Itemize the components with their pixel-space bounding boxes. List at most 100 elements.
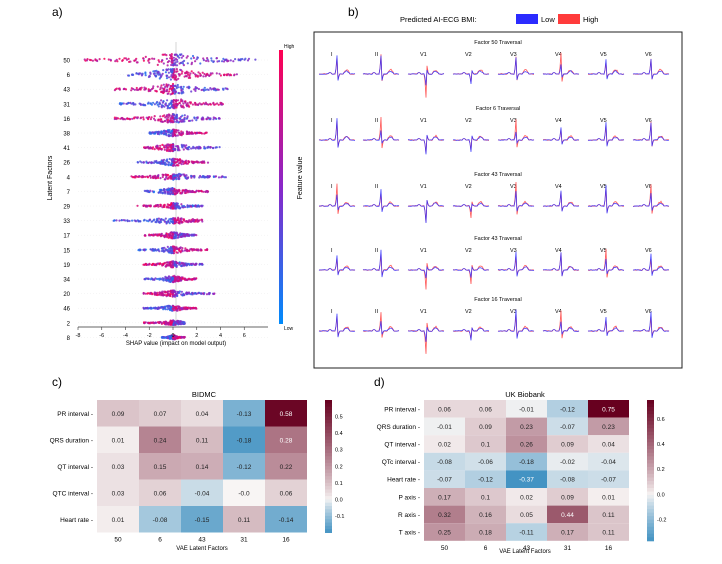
shap-point: [177, 178, 181, 181]
shap-point: [163, 220, 166, 223]
shap-point: [154, 220, 157, 224]
shap-point: [161, 277, 164, 280]
shap-point: [171, 204, 175, 207]
shap-point: [164, 119, 167, 122]
shap-point: [132, 73, 135, 76]
shap-point: [180, 217, 183, 220]
shap-point: [167, 176, 170, 179]
shap-point: [140, 116, 143, 119]
colorbar-segment: [647, 530, 654, 535]
shap-point: [187, 291, 191, 294]
shap-point: [157, 217, 160, 220]
y-tick-label: QRS duration -: [50, 437, 93, 444]
heatmap-cell: [223, 506, 265, 533]
shap-point: [175, 68, 178, 71]
shap-point: [148, 262, 151, 265]
shap-point: [167, 163, 170, 166]
shap-point: [147, 117, 150, 120]
shap-point: [189, 248, 192, 251]
heatmap-cell: [139, 506, 181, 533]
heatmap-cell: [223, 453, 265, 480]
heatmap-cell: [547, 470, 588, 488]
shap-point: [177, 219, 180, 222]
shap-point: [162, 162, 165, 165]
cell-value-label: -0.01: [519, 406, 534, 413]
legend-swatch-low: [516, 14, 538, 24]
shap-point: [168, 251, 171, 254]
shap-point: [197, 145, 201, 148]
shap-point: [157, 221, 160, 224]
shap-point: [126, 219, 129, 222]
shap-point: [180, 159, 183, 162]
shap-point: [154, 89, 157, 92]
colorbar-segment: [647, 512, 654, 517]
shap-point: [162, 218, 165, 221]
shap-point: [169, 57, 172, 60]
ecg-trace-low: [587, 185, 625, 214]
shap-point: [170, 89, 174, 92]
shap-point: [173, 104, 177, 107]
shap-point: [171, 307, 175, 310]
shap-point: [160, 74, 163, 77]
shap-point: [178, 320, 181, 323]
shap-point: [115, 87, 118, 90]
beeswarm-row-19: [142, 260, 204, 269]
beeswarm-row-50: [83, 53, 257, 67]
shap-point: [138, 72, 141, 75]
cell-value-label: 0.11: [602, 530, 615, 537]
lead-label: V6: [645, 184, 652, 190]
shap-point: [172, 85, 175, 88]
shap-point: [148, 174, 151, 177]
shap-point: [165, 293, 169, 297]
shap-point: [181, 247, 184, 250]
heatmap-cell: [506, 417, 547, 436]
cell-value-label: 0.06: [479, 406, 492, 413]
shap-point: [158, 250, 161, 253]
colorbar-tick-label: 0.4: [657, 442, 665, 448]
shap-point: [178, 161, 182, 165]
shap-point: [178, 101, 181, 104]
y-tick-label: 19: [63, 263, 70, 269]
lead-label: V5: [600, 309, 607, 315]
shap-point: [156, 277, 159, 281]
lead-label: II: [375, 184, 379, 190]
shap-point: [204, 176, 207, 179]
shap-point: [171, 158, 174, 161]
x-axis-label: SHAP value (impact on model output): [126, 341, 226, 347]
shap-point: [166, 64, 169, 67]
colorbar-segment: [647, 477, 654, 482]
heatmap-cell: [181, 426, 223, 453]
shap-point: [195, 205, 198, 208]
shap-point: [165, 279, 168, 282]
shap-point: [173, 92, 176, 95]
ecg-trace-high: [632, 184, 670, 214]
shap-point: [192, 145, 195, 148]
shap-point: [180, 306, 183, 310]
legend-label-high: High: [583, 15, 598, 24]
shap-point: [173, 160, 176, 163]
colorbar-segment: [647, 488, 654, 493]
panel-label-d: d): [374, 375, 385, 389]
shap-point: [177, 131, 180, 134]
shap-point: [201, 160, 204, 163]
shap-point: [164, 306, 167, 309]
heatmap-cell: [588, 452, 629, 471]
x-tick-label: 6: [243, 333, 246, 339]
colorbar-tick-label: 0.4: [335, 431, 343, 437]
colorbar-segment: [647, 480, 654, 485]
shap-point: [121, 59, 124, 63]
shap-point: [166, 203, 169, 206]
shap-point: [171, 290, 174, 293]
ecg-trace-low: [497, 57, 534, 80]
cell-value-label: -0.07: [601, 477, 616, 484]
shap-point: [170, 63, 173, 67]
shap-point: [171, 232, 174, 236]
shap-point: [160, 249, 164, 253]
shap-point: [166, 292, 169, 295]
shap-point: [142, 292, 145, 295]
shap-point: [151, 292, 154, 295]
cell-value-label: 0.07: [154, 411, 167, 418]
shap-point: [169, 247, 172, 250]
heatmap-cell: [547, 505, 588, 524]
lead-label: V3: [510, 118, 517, 124]
